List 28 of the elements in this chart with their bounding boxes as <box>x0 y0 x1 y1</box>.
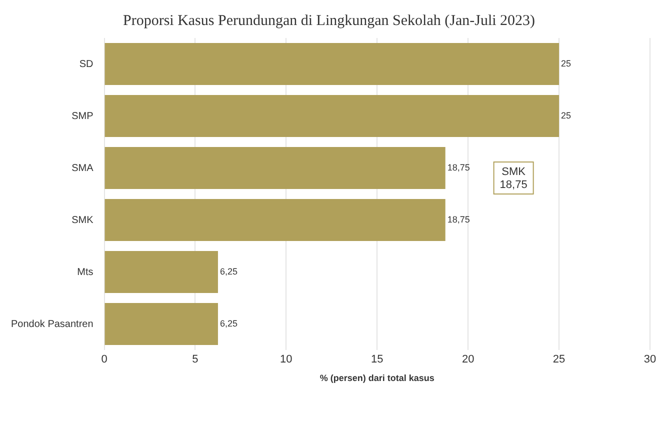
x-tick-label: 10 <box>280 354 292 366</box>
bar <box>104 251 218 293</box>
y-tick-label: Pondok Pasantren <box>11 318 94 330</box>
data-label: 18,75 <box>447 214 470 224</box>
data-label: 6,25 <box>220 318 238 328</box>
y-tick-label: SMA <box>72 162 94 174</box>
y-tick-label: Mts <box>77 266 94 278</box>
annotation: SMK 18,75 <box>500 166 528 192</box>
chart-title: Proporsi Kasus Perundungan di Lingkungan Sekolah (Jan-Juli 2023) <box>122 12 536 29</box>
x-tick-label: 0 <box>101 354 108 366</box>
bar <box>104 95 560 137</box>
bar <box>104 303 218 345</box>
x-axis-title: % (persen) dari total kasus <box>320 373 434 384</box>
y-tick-label: SD <box>79 58 94 70</box>
data-label: 18,75 <box>447 162 470 172</box>
x-tick-label: 5 <box>192 354 198 366</box>
x-tick-label: 20 <box>462 354 474 366</box>
x-tick-label: 30 <box>644 354 656 366</box>
x-tick-label: 25 <box>552 354 566 366</box>
bar <box>104 147 446 189</box>
y-tick-label: SMP <box>72 110 94 122</box>
bar <box>104 199 446 241</box>
data-label: 25 <box>561 58 572 68</box>
x-tick-label: 15 <box>371 354 384 366</box>
data-label: 6,25 <box>220 266 238 276</box>
bar <box>104 43 560 85</box>
y-tick-label: SMK <box>72 214 94 226</box>
data-label: 25 <box>561 110 572 120</box>
